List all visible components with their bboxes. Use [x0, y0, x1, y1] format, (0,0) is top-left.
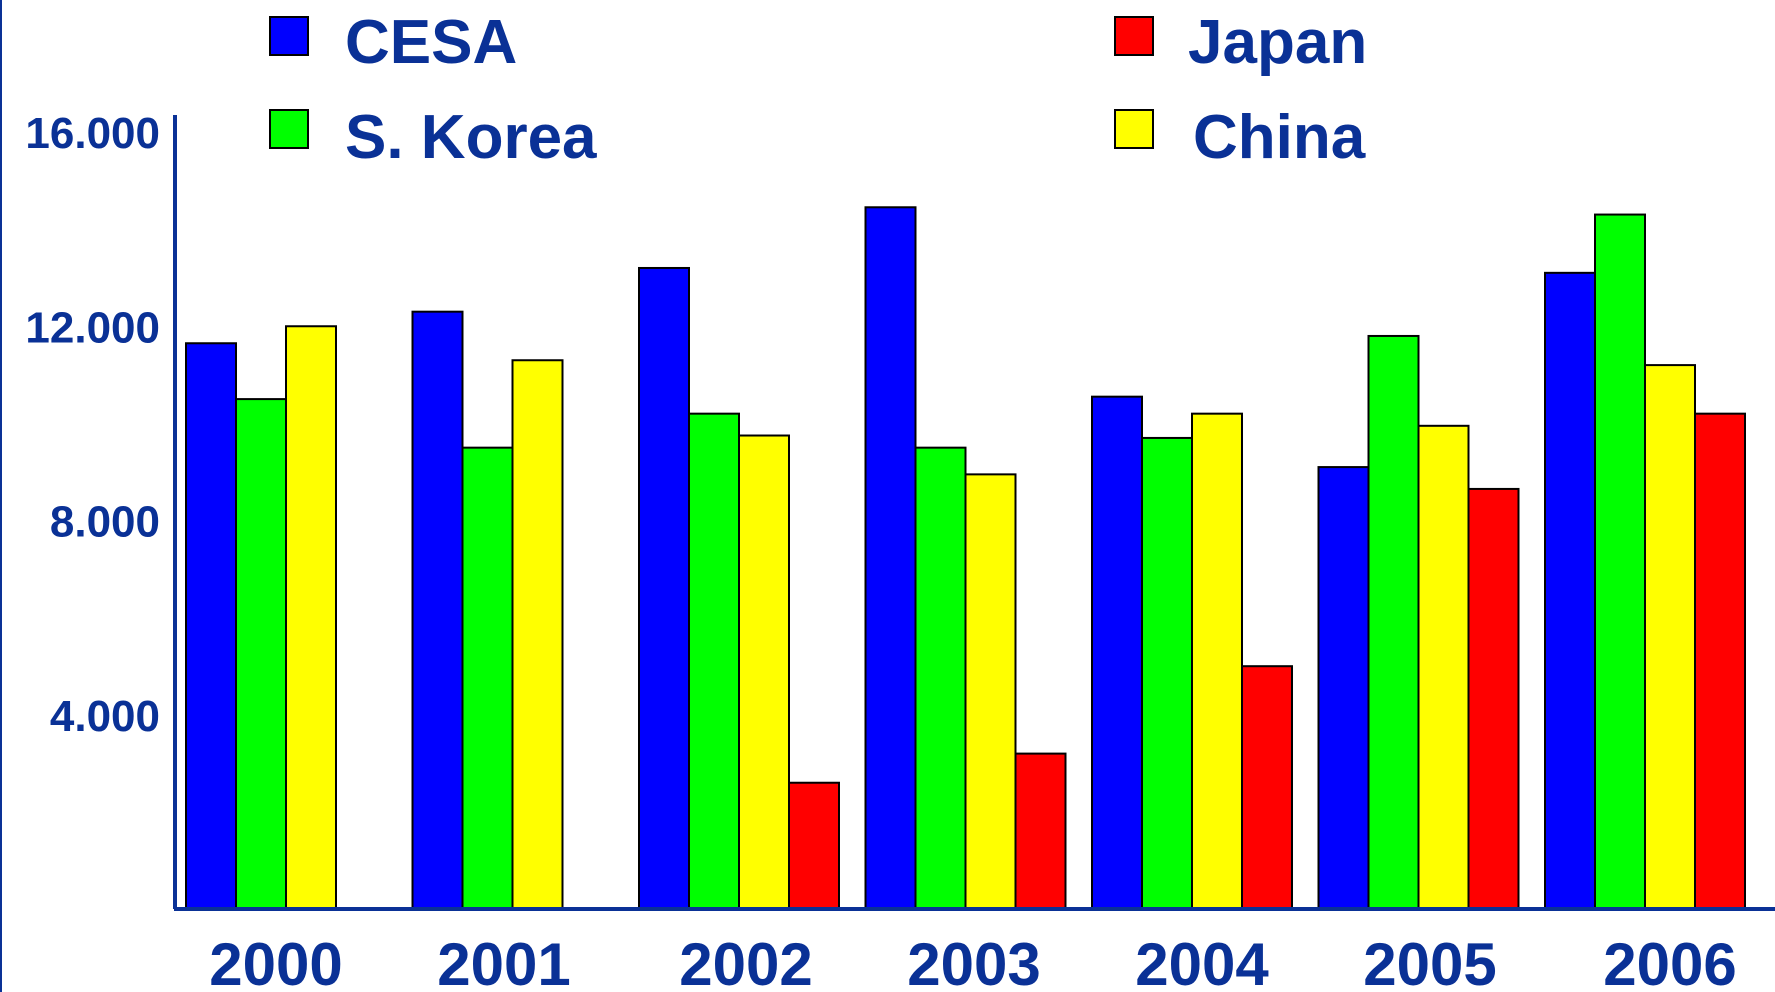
bar-china-2006 — [1644, 364, 1696, 911]
x-tick-labels: 2000 2001 2002 2003 2004 2005 2006 — [209, 931, 1736, 992]
y-tick-label: 8.000 — [50, 498, 160, 547]
bar-s-korea-2000 — [235, 398, 287, 910]
bar-s-korea-2006 — [1594, 213, 1646, 910]
legend-swatch-s-korea — [269, 109, 309, 149]
bars — [185, 206, 1746, 911]
legend: CESA Japan S. Korea China — [269, 8, 1367, 172]
bar-china-2005 — [1417, 424, 1470, 910]
legend-swatch-japan — [1114, 16, 1154, 56]
bar-s-korea-2004 — [1141, 436, 1193, 910]
legend-label-cesa: CESA — [345, 8, 517, 77]
bar-china-2003 — [964, 473, 1017, 910]
x-tick-label: 2004 — [1135, 931, 1269, 992]
axes — [173, 115, 1775, 911]
x-tick-label: 2003 — [907, 931, 1040, 992]
bar-cesa-2002 — [638, 266, 690, 911]
bar-japan-2002 — [788, 781, 840, 910]
bar-cesa-2005 — [1317, 466, 1370, 910]
bar-japan-2004 — [1241, 665, 1293, 910]
bar-japan-2005 — [1467, 487, 1520, 910]
bar-japan-2006 — [1694, 412, 1746, 910]
bar-cesa-2001 — [411, 310, 464, 910]
bar-cesa-2003 — [864, 206, 917, 911]
bar-china-2002 — [738, 434, 790, 910]
bar-s-korea-2003 — [914, 446, 967, 910]
bar-s-korea-2001 — [461, 446, 514, 910]
bar-china-2004 — [1191, 412, 1243, 910]
legend-label-s-korea: S. Korea — [345, 103, 597, 172]
x-tick-label: 2006 — [1603, 931, 1736, 992]
y-tick-label: 4.000 — [50, 692, 160, 741]
x-tick-label: 2000 — [209, 931, 342, 992]
x-tick-label: 2002 — [679, 931, 812, 992]
x-tick-label: 2005 — [1363, 931, 1496, 992]
bar-s-korea-2002 — [688, 412, 740, 910]
legend-label-japan: Japan — [1188, 8, 1367, 77]
x-tick-label: 2001 — [437, 931, 570, 992]
bar-china-2001 — [511, 359, 564, 910]
bar-cesa-2000 — [185, 342, 237, 910]
y-tick-label: 16.000 — [25, 109, 160, 158]
bar-cesa-2004 — [1091, 395, 1143, 910]
bar-china-2000 — [285, 325, 337, 910]
y-tick-labels: 4.000 8.000 12.000 16.000 — [25, 109, 160, 741]
bar-cesa-2006 — [1544, 271, 1596, 910]
legend-swatch-china — [1114, 109, 1154, 149]
y-tick-label: 12.000 — [25, 303, 160, 352]
bar-japan-2003 — [1014, 752, 1067, 910]
legend-label-china: China — [1193, 103, 1366, 172]
legend-swatch-cesa — [269, 16, 309, 56]
bar-s-korea-2005 — [1367, 334, 1420, 910]
